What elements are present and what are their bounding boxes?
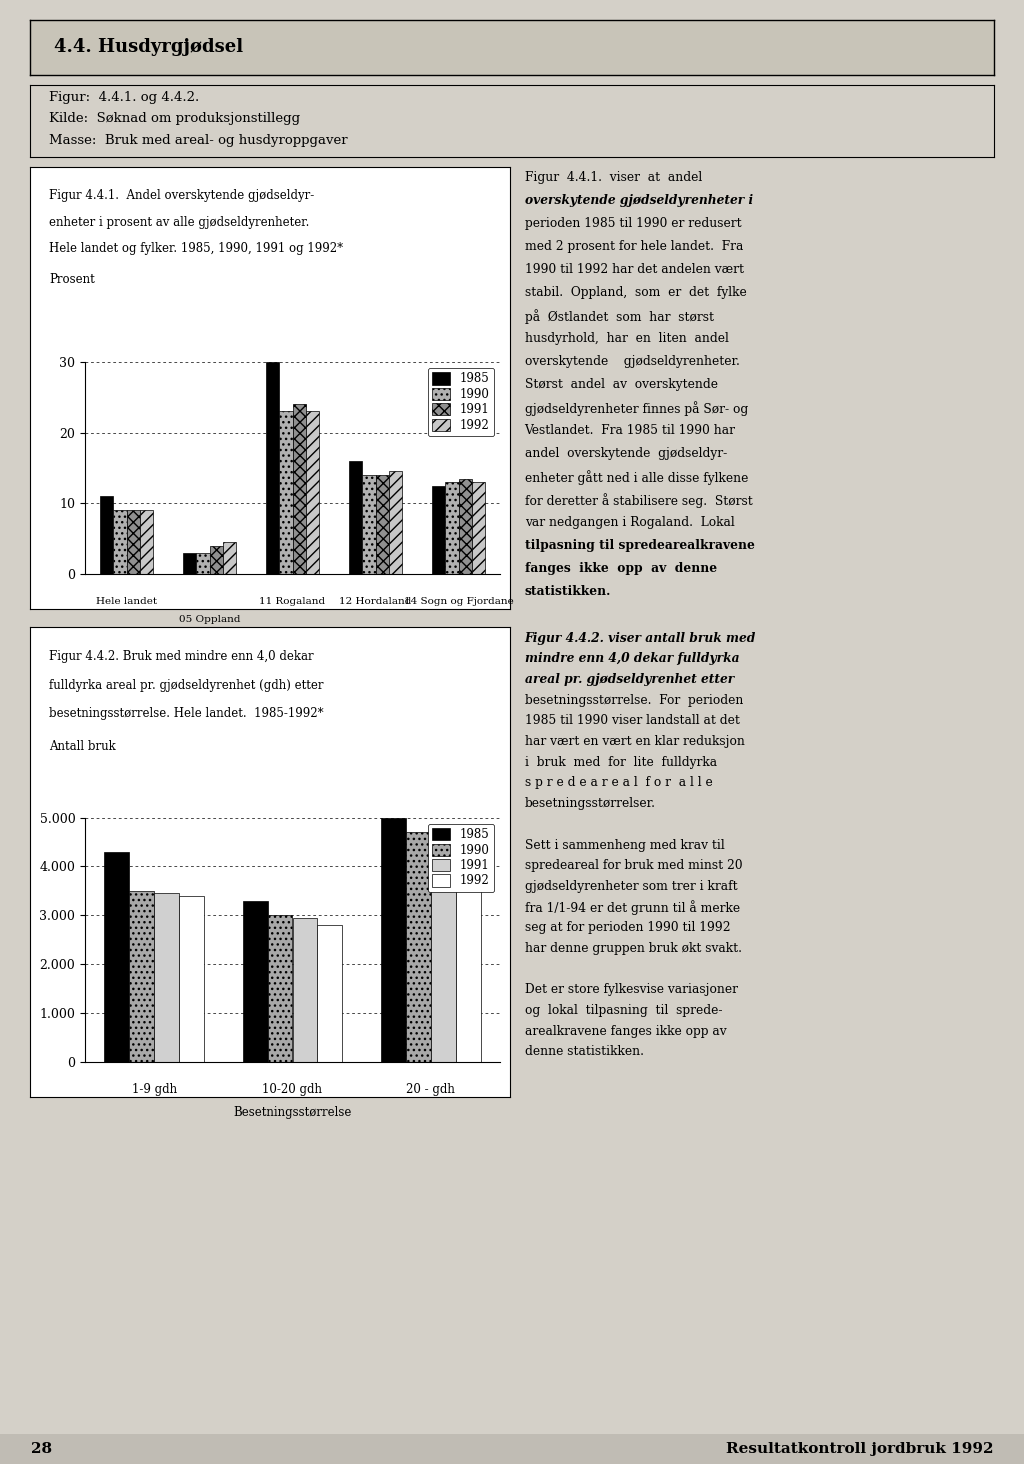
Text: fanges  ikke  opp  av  denne: fanges ikke opp av denne — [524, 562, 717, 575]
Text: 14 Sogn og Fjordane: 14 Sogn og Fjordane — [403, 597, 513, 606]
Bar — [349, 461, 362, 574]
Text: 20 - gdh: 20 - gdh — [407, 1082, 456, 1095]
Text: Kilde:  Søknad om produksjonstillegg: Kilde: Søknad om produksjonstillegg — [49, 113, 300, 126]
Text: for deretter å stabilisere seg.  Størst: for deretter å stabilisere seg. Størst — [524, 493, 753, 508]
Text: 1-9 gdh: 1-9 gdh — [132, 1082, 177, 1095]
Bar — [243, 900, 267, 1061]
Text: areal pr. gjødseldyrenhet etter: areal pr. gjødseldyrenhet etter — [524, 673, 734, 687]
Bar — [267, 915, 293, 1061]
Text: har denne gruppen bruk økt svakt.: har denne gruppen bruk økt svakt. — [524, 941, 741, 955]
Bar — [266, 362, 280, 574]
Bar — [381, 817, 406, 1061]
Text: 05 Oppland: 05 Oppland — [179, 615, 241, 624]
Text: Besetningsstørrelse: Besetningsstørrelse — [233, 1105, 351, 1118]
Bar — [129, 892, 155, 1061]
Text: 1985 til 1990 viser landstall at det: 1985 til 1990 viser landstall at det — [524, 714, 739, 728]
Text: seg at for perioden 1990 til 1992: seg at for perioden 1990 til 1992 — [524, 921, 730, 934]
Text: overskytende gjødseldyrenheter i: overskytende gjødseldyrenheter i — [524, 195, 753, 208]
Text: Sett i sammenheng med krav til: Sett i sammenheng med krav til — [524, 839, 724, 852]
Text: denne statistikken.: denne statistikken. — [524, 1045, 643, 1058]
Text: tilpasning til spredearealkravene: tilpasning til spredearealkravene — [524, 539, 755, 552]
Text: med 2 prosent for hele landet.  Fra: med 2 prosent for hele landet. Fra — [524, 240, 743, 253]
Text: på  Østlandet  som  har  størst: på Østlandet som har størst — [524, 309, 714, 324]
Bar — [432, 486, 445, 574]
Bar — [431, 834, 456, 1061]
Text: besetningsstørrelse. Hele landet.  1985-1992*: besetningsstørrelse. Hele landet. 1985-1… — [49, 707, 324, 720]
Legend: 1985, 1990, 1991, 1992: 1985, 1990, 1991, 1992 — [428, 824, 495, 892]
Bar — [127, 511, 140, 574]
Text: har vært en vært en klar reduksjon: har vært en vært en klar reduksjon — [524, 735, 744, 748]
Text: 1990 til 1992 har det andelen vært: 1990 til 1992 har det andelen vært — [524, 264, 743, 277]
Text: Figur 4.4.2. Bruk med mindre enn 4,0 dekar: Figur 4.4.2. Bruk med mindre enn 4,0 dek… — [49, 650, 313, 663]
Text: 12 Hordaland: 12 Hordaland — [339, 597, 412, 606]
Text: Det er store fylkesvise variasjoner: Det er store fylkesvise variasjoner — [524, 984, 737, 997]
Text: Resultatkontroll jordbruk 1992: Resultatkontroll jordbruk 1992 — [726, 1442, 993, 1457]
Text: Figur  4.4.1.  viser  at  andel: Figur 4.4.1. viser at andel — [524, 171, 701, 184]
Text: arealkravene fanges ikke opp av: arealkravene fanges ikke opp av — [524, 1025, 726, 1038]
Text: 4.4. Husdyrgjødsel: 4.4. Husdyrgjødsel — [54, 38, 244, 57]
Bar — [223, 542, 237, 574]
Bar — [104, 852, 129, 1061]
Bar — [210, 546, 223, 574]
Bar — [406, 832, 431, 1061]
Text: overskytende    gjødseldyrenheter.: overskytende gjødseldyrenheter. — [524, 356, 739, 369]
Bar — [183, 553, 197, 574]
Text: Hele landet og fylker. 1985, 1990, 1991 og 1992*: Hele landet og fylker. 1985, 1990, 1991 … — [49, 242, 343, 255]
Text: besetningsstørrelser.: besetningsstørrelser. — [524, 796, 655, 810]
Bar — [293, 404, 306, 574]
Text: gjødseldyrenheter finnes på Sør- og: gjødseldyrenheter finnes på Sør- og — [524, 401, 748, 416]
Text: i  bruk  med  for  lite  fulldyrka: i bruk med for lite fulldyrka — [524, 755, 717, 769]
Text: statistikken.: statistikken. — [524, 586, 611, 599]
Bar — [459, 479, 472, 574]
Text: Hele landet: Hele landet — [96, 597, 157, 606]
Bar — [306, 411, 319, 574]
Bar — [362, 474, 376, 574]
Bar — [389, 471, 402, 574]
Text: fra 1/1-94 er det grunn til å merke: fra 1/1-94 er det grunn til å merke — [524, 900, 739, 915]
Text: 11 Rogaland: 11 Rogaland — [259, 597, 326, 606]
Text: Masse:  Bruk med areal- og husdyroppgaver: Masse: Bruk med areal- og husdyroppgaver — [49, 135, 348, 146]
Bar — [140, 511, 153, 574]
Bar — [179, 896, 204, 1061]
Bar — [472, 482, 485, 574]
Text: Antall bruk: Antall bruk — [49, 739, 116, 752]
Text: enheter i prosent av alle gjødseldyrenheter.: enheter i prosent av alle gjødseldyrenhe… — [49, 215, 309, 228]
Text: husdyrhold,  har  en  liten  andel: husdyrhold, har en liten andel — [524, 332, 728, 346]
Bar — [197, 553, 210, 574]
Legend: 1985, 1990, 1991, 1992: 1985, 1990, 1991, 1992 — [428, 367, 495, 436]
Text: 10-20 gdh: 10-20 gdh — [262, 1082, 323, 1095]
Bar — [280, 411, 293, 574]
Text: Figur 4.4.1.  Andel overskytende gjødseldyr-: Figur 4.4.1. Andel overskytende gjødseld… — [49, 189, 314, 202]
Text: Størst  andel  av  overskytende: Størst andel av overskytende — [524, 378, 718, 391]
Text: gjødseldyrenheter som trer i kraft: gjødseldyrenheter som trer i kraft — [524, 880, 737, 893]
Text: Prosent: Prosent — [49, 274, 95, 285]
Text: s p r e d e a r e a l  f o r  a l l e: s p r e d e a r e a l f o r a l l e — [524, 776, 713, 789]
Text: stabil.  Oppland,  som  er  det  fylke: stabil. Oppland, som er det fylke — [524, 287, 746, 299]
Text: var nedgangen i Rogaland.  Lokal: var nedgangen i Rogaland. Lokal — [524, 517, 734, 529]
Text: Figur:  4.4.1. og 4.4.2.: Figur: 4.4.1. og 4.4.2. — [49, 91, 200, 104]
Bar — [317, 925, 342, 1061]
Text: besetningsstørrelse.  For  perioden: besetningsstørrelse. For perioden — [524, 694, 743, 707]
Text: fulldyrka areal pr. gjødseldyrenhet (gdh) etter: fulldyrka areal pr. gjødseldyrenhet (gdh… — [49, 679, 324, 691]
Text: 28: 28 — [31, 1442, 52, 1457]
Text: og  lokal  tilpasning  til  sprede-: og lokal tilpasning til sprede- — [524, 1004, 722, 1017]
Text: enheter gått ned i alle disse fylkene: enheter gått ned i alle disse fylkene — [524, 470, 748, 485]
Text: spredeareal for bruk med minst 20: spredeareal for bruk med minst 20 — [524, 859, 742, 873]
Text: Figur 4.4.2. viser antall bruk med: Figur 4.4.2. viser antall bruk med — [524, 631, 756, 644]
Text: Vestlandet.  Fra 1985 til 1990 har: Vestlandet. Fra 1985 til 1990 har — [524, 425, 735, 438]
Text: perioden 1985 til 1990 er redusert: perioden 1985 til 1990 er redusert — [524, 217, 741, 230]
Bar — [445, 482, 459, 574]
Text: mindre enn 4,0 dekar fulldyrka: mindre enn 4,0 dekar fulldyrka — [524, 653, 739, 665]
Text: andel  overskytende  gjødseldyr-: andel overskytende gjødseldyr- — [524, 447, 727, 460]
Bar — [456, 837, 480, 1061]
Bar — [293, 918, 317, 1061]
Bar — [155, 893, 179, 1061]
Bar — [114, 511, 127, 574]
Bar — [376, 474, 389, 574]
Bar — [100, 496, 114, 574]
